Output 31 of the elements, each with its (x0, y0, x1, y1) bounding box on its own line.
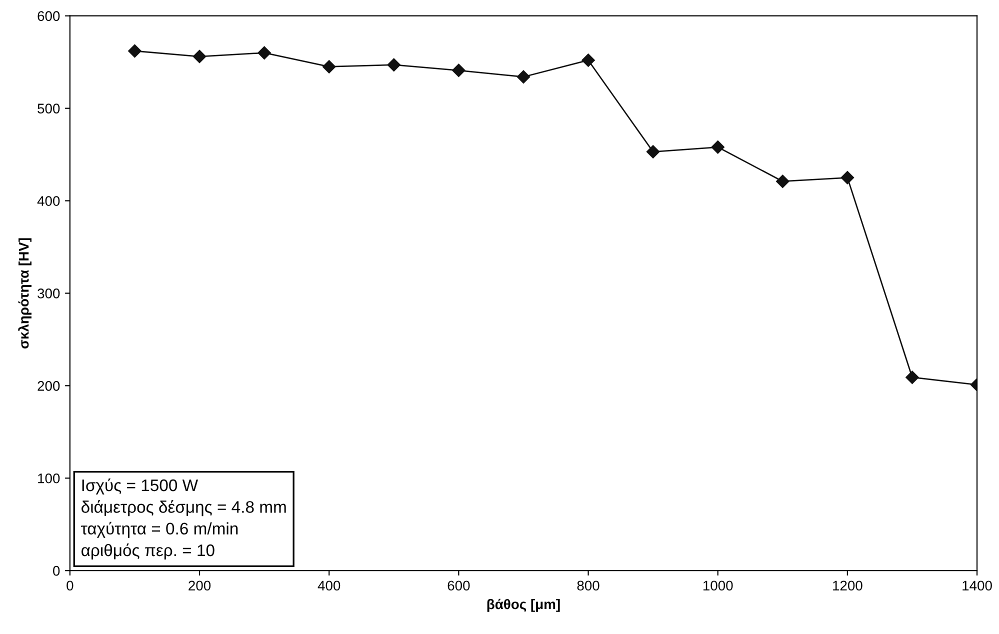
point (322, 60, 336, 74)
point (452, 64, 466, 77)
x-tick-label: 800 (577, 580, 600, 591)
x-tick-label: 600 (448, 580, 470, 591)
annotation: Ισχύς = 1500 W διάμετρος δέσμης = 4.8 mm ταχύτητα = 0.6 m/min αριθμός περ. = 10 (81, 478, 286, 560)
y-tick-label: 100 (38, 473, 60, 484)
x-tick-label: 1400 (962, 580, 992, 591)
y-tick-label: 200 (38, 381, 60, 391)
point (906, 370, 919, 384)
y-tick-label: 400 (37, 196, 60, 206)
point (840, 171, 854, 184)
point (387, 58, 400, 72)
y-tick-label: 500 (38, 104, 60, 114)
point (128, 44, 142, 58)
point (516, 70, 530, 84)
point (258, 46, 271, 60)
x-tick-label: 1200 (833, 580, 862, 591)
point (776, 174, 790, 188)
x-tick-label: 200 (188, 580, 211, 591)
point (582, 54, 595, 67)
y-tick-label: 300 (38, 288, 60, 298)
x-tick-label: 0 (66, 580, 74, 591)
y-axis-title: σκληρότητα [HV] (18, 238, 32, 348)
point (646, 145, 660, 158)
x-axis-title: βάθος [μm] (487, 598, 560, 612)
y-tick-label: 600 (38, 11, 60, 22)
y-tick-label: 0 (53, 566, 60, 576)
x-tick-label: 1000 (703, 580, 733, 591)
point (192, 50, 206, 64)
point (711, 140, 724, 154)
x-tick-label: 400 (318, 580, 340, 591)
